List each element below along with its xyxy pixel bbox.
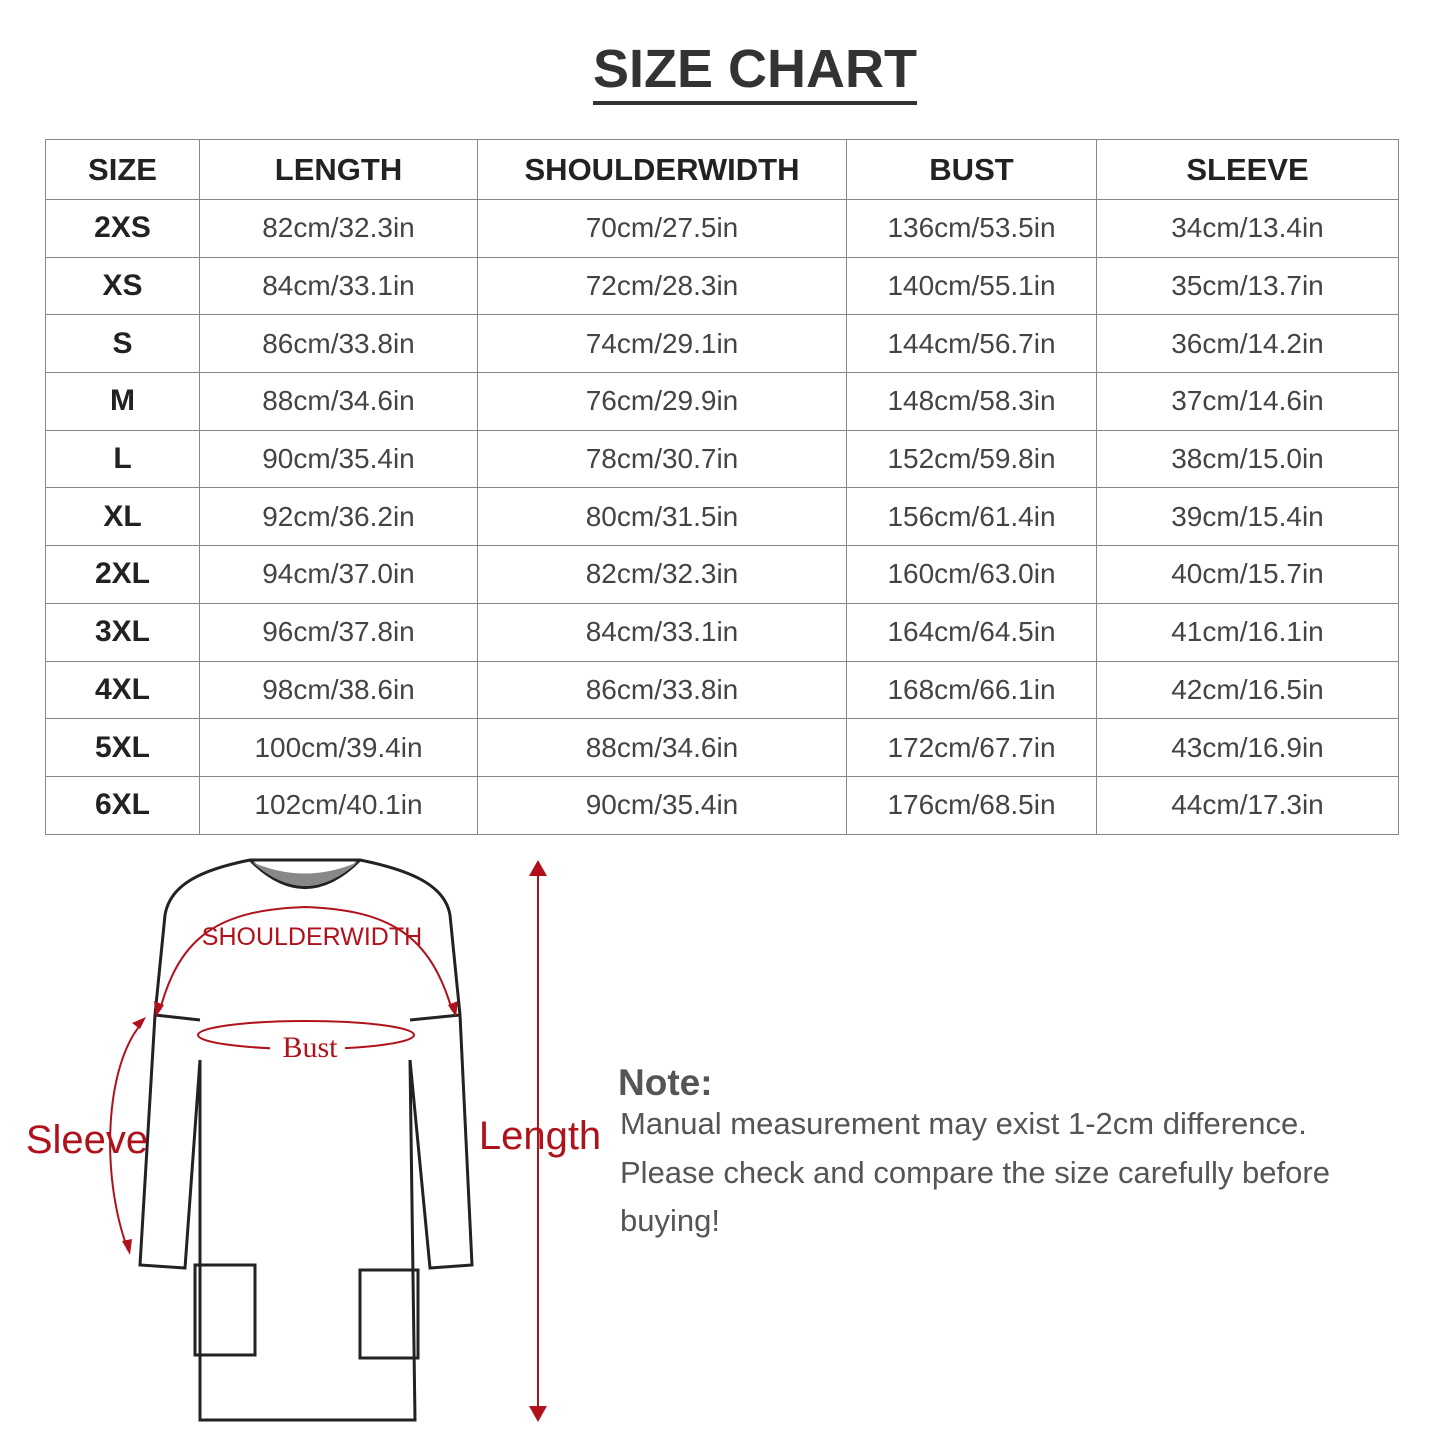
cell: 70cm/27.5in — [477, 199, 847, 258]
cell: 80cm/31.5in — [477, 487, 847, 547]
cell: 86cm/33.8in — [199, 314, 478, 374]
note-title: Note: — [618, 1062, 713, 1103]
size-cell: XL — [45, 487, 200, 547]
cell: 90cm/35.4in — [477, 775, 847, 835]
column-header: BUST — [846, 139, 1097, 200]
note-line: Manual measurement may exist 1-2cm diffe… — [620, 1106, 1307, 1141]
cell: 74cm/29.1in — [477, 314, 847, 374]
column-header: SHOULDERWIDTH — [477, 139, 847, 200]
cell: 156cm/61.4in — [846, 487, 1097, 547]
cell: 98cm/38.6in — [199, 660, 478, 720]
sleeve-label: Sleeve — [26, 1118, 148, 1162]
cell: 100cm/39.4in — [199, 718, 478, 777]
header-row: SIZE LENGTH SHOULDERWIDTH BUST SLEEVE — [45, 139, 1399, 200]
size-table: SIZE LENGTH SHOULDERWIDTH BUST SLEEVE 2XS 82c… — [45, 139, 1399, 835]
table-body: 2XS 82cm/32.3in 70cm/27.5in 136cm/53.5in 34c… — [45, 199, 1399, 835]
table-row: 4XL 98cm/38.6in 86cm/33.8in 168cm/66.1in 42c… — [45, 660, 1399, 720]
cell: 40cm/15.7in — [1096, 545, 1399, 604]
size-cell: 2XL — [45, 545, 200, 604]
cell: 94cm/37.0in — [199, 545, 478, 604]
cell: 88cm/34.6in — [199, 372, 478, 431]
size-cell: L — [45, 429, 200, 489]
cell: 36cm/14.2in — [1096, 314, 1399, 374]
table-row: XL 92cm/36.2in 80cm/31.5in 156cm/61.4in 39cm… — [45, 487, 1399, 547]
cell: 176cm/68.5in — [846, 775, 1097, 835]
cell: 102cm/40.1in — [199, 775, 478, 835]
column-header: LENGTH — [199, 139, 478, 200]
table-row: L 90cm/35.4in 78cm/30.7in 152cm/59.8in 38cm/… — [45, 429, 1399, 489]
size-cell: 2XS — [45, 199, 200, 258]
size-cell: 3XL — [45, 602, 200, 662]
cell: 168cm/66.1in — [846, 660, 1097, 720]
size-cell: M — [45, 372, 200, 431]
table-row: XS 84cm/33.1in 72cm/28.3in 140cm/55.1in 35cm… — [45, 256, 1399, 316]
cell: 144cm/56.7in — [846, 314, 1097, 374]
cell: 164cm/64.5in — [846, 602, 1097, 662]
column-header: SLEEVE — [1096, 139, 1399, 200]
note-line: Please check and compare the size carefu… — [620, 1154, 1330, 1190]
size-cell: 5XL — [45, 718, 200, 777]
cell: 43cm/16.9in — [1096, 718, 1399, 777]
cell: 92cm/36.2in — [199, 487, 478, 547]
cell: 172cm/67.7in — [846, 718, 1097, 777]
cell: 140cm/55.1in — [846, 256, 1097, 316]
cell: 152cm/59.8in — [846, 429, 1097, 489]
cell: 88cm/34.6in — [477, 718, 847, 777]
size-cell: XS — [45, 256, 200, 316]
cell: 76cm/29.9in — [477, 372, 847, 431]
cell: 148cm/58.3in — [846, 372, 1097, 431]
table-row: 5XL 100cm/39.4in 88cm/34.6in 172cm/67.7in 43… — [45, 718, 1399, 777]
table-row: 2XL 94cm/37.0in 82cm/32.3in 160cm/63.0in 40c… — [45, 545, 1399, 604]
column-header: SIZE — [45, 139, 200, 200]
cell: 72cm/28.3in — [477, 256, 847, 316]
table-row: M 88cm/34.6in 76cm/29.9in 148cm/58.3in 37cm/… — [45, 372, 1399, 431]
cell: 38cm/15.0in — [1096, 429, 1399, 489]
length-label: Length — [479, 1114, 601, 1158]
cell: 44cm/17.3in — [1096, 775, 1399, 835]
size-cell: 6XL — [45, 775, 200, 835]
cell: 35cm/13.7in — [1096, 256, 1399, 316]
cell: 78cm/30.7in — [477, 429, 847, 489]
size-cell: S — [45, 314, 200, 374]
size-cell: 4XL — [45, 660, 200, 720]
cell: 86cm/33.8in — [477, 660, 847, 720]
cell: 82cm/32.3in — [199, 199, 478, 258]
note-line: buying! — [620, 1203, 720, 1238]
table-row: 6XL 102cm/40.1in 90cm/35.4in 176cm/68.5in 44… — [45, 775, 1399, 835]
cell: 136cm/53.5in — [846, 199, 1097, 258]
cell: 160cm/63.0in — [846, 545, 1097, 604]
cell: 84cm/33.1in — [477, 602, 847, 662]
dress-diagram: SHOULDERWIDTH Bust Sleeve Length — [26, 858, 601, 1422]
cell: 37cm/14.6in — [1096, 372, 1399, 431]
cell: 84cm/33.1in — [199, 256, 478, 316]
cell: 96cm/37.8in — [199, 602, 478, 662]
table-row: S 86cm/33.8in 74cm/29.1in 144cm/56.7in 36cm/… — [45, 314, 1399, 374]
table-row: 2XS 82cm/32.3in 70cm/27.5in 136cm/53.5in 34c… — [45, 199, 1399, 258]
cell: 42cm/16.5in — [1096, 660, 1399, 720]
cell: 41cm/16.1in — [1096, 602, 1399, 662]
cell: 82cm/32.3in — [477, 545, 847, 604]
bust-label: Bust — [282, 1031, 338, 1064]
title-text: SIZE CHART — [593, 39, 917, 105]
cell: 90cm/35.4in — [199, 429, 478, 489]
shoulder-label: SHOULDERWIDTH — [202, 923, 422, 951]
cell: 39cm/15.4in — [1096, 487, 1399, 547]
table-row: 3XL 96cm/37.8in 84cm/33.1in 164cm/64.5in 41c… — [45, 602, 1399, 662]
cell: 34cm/13.4in — [1096, 199, 1399, 258]
title: SIZE CHART — [0, 38, 1445, 105]
